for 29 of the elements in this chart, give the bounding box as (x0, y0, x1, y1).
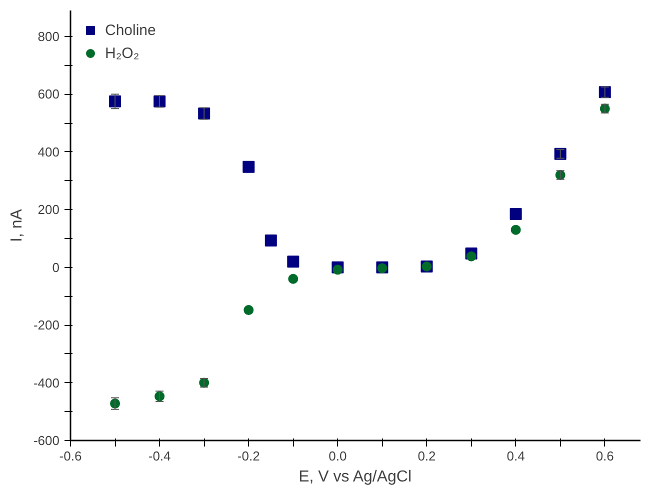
point (466, 251, 476, 262)
point (287, 256, 300, 268)
point (242, 160, 255, 173)
y-tick-label: 0 (52, 260, 60, 275)
x-tick-label: 0.0 (328, 448, 347, 464)
x-axis-title: E, V vs Ag/AgCl (298, 468, 412, 486)
legend-label: Choline (105, 22, 156, 38)
point (288, 274, 298, 284)
x-tick-label: -0.2 (237, 448, 260, 464)
y-tick-label: 800 (38, 28, 60, 44)
point (109, 95, 122, 108)
x-tick-label: 0.6 (596, 448, 614, 464)
x-tick-label: -0.6 (59, 448, 82, 464)
point (332, 264, 343, 275)
point (510, 208, 522, 220)
point (264, 234, 277, 247)
legend-label: H₂O₂ (105, 44, 140, 62)
y-tick-label: -200 (33, 318, 60, 333)
y-tick-label: 600 (38, 86, 60, 102)
y-axis-title: I, nA (8, 208, 26, 242)
point (510, 224, 521, 235)
x-tick-label: -0.4 (148, 448, 171, 464)
y-tick-label: 400 (38, 144, 60, 160)
point (244, 305, 254, 316)
x-tick-label: 0.2 (418, 448, 436, 464)
y-tick-label: -400 (33, 375, 60, 390)
y-tick-label: 200 (38, 202, 60, 218)
x-tick-label: 0.4 (506, 448, 525, 464)
y-tick-label: -600 (33, 433, 60, 448)
